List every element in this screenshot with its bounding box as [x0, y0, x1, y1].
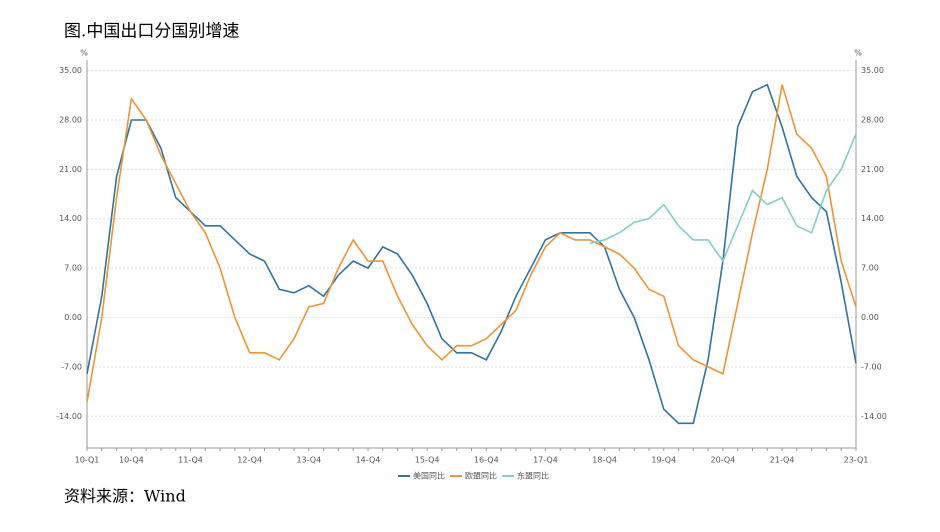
series-line	[86, 84, 857, 403]
x-tick-label: 14-Q4	[356, 456, 381, 465]
x-tick-label: 11-Q4	[178, 456, 203, 465]
x-tick-label: 19-Q4	[651, 456, 676, 465]
y-tick-label-right: 0.00	[861, 313, 879, 322]
y-tick-label: -14.00	[56, 412, 82, 421]
y-tick-label: -7.00	[61, 362, 82, 371]
y-tick-label-right: -7.00	[861, 362, 882, 371]
legend-label: 东盟同比	[517, 471, 549, 481]
y-tick-label-right: 21.00	[861, 165, 884, 174]
y-tick-label: 35.00	[59, 66, 82, 75]
x-tick-label: 10-Q1	[75, 456, 100, 465]
y-unit-right: %	[854, 49, 862, 58]
legend-label: 美国同比	[413, 471, 445, 481]
source: 资料来源：Wind	[64, 487, 186, 506]
legend-label: 欧盟同比	[465, 471, 497, 481]
y-tick-label: 28.00	[59, 115, 82, 124]
y-tick-label: 7.00	[64, 264, 82, 273]
series-line	[86, 83, 857, 425]
x-tick-label: 20-Q4	[711, 456, 736, 465]
x-tick-label: 16-Q4	[474, 456, 499, 465]
x-tick-label: 17-Q4	[533, 456, 558, 465]
x-tick-label: 18-Q4	[592, 456, 617, 465]
chart-title: 图.中国出口分国别增速	[64, 22, 239, 42]
y-tick-label-right: 7.00	[861, 264, 879, 273]
x-tick-label: 10-Q4	[119, 456, 144, 465]
x-tick-label: 23-Q1	[844, 456, 869, 465]
y-tick-label-right: 14.00	[861, 214, 884, 223]
y-tick-label: 14.00	[59, 214, 82, 223]
x-tick-label: 15-Q4	[415, 456, 440, 465]
y-tick-label-right: -14.00	[861, 412, 887, 421]
x-tick-label: 21-Q4	[770, 456, 795, 465]
y-tick-label-right: 28.00	[861, 115, 884, 124]
y-unit: %	[80, 49, 88, 58]
x-tick-label: 12-Q4	[237, 456, 262, 465]
y-tick-label: 21.00	[59, 165, 82, 174]
series-line	[589, 133, 857, 263]
y-tick-label: 0.00	[64, 313, 82, 322]
x-tick-label: 13-Q4	[296, 456, 321, 465]
y-tick-label-right: 35.00	[861, 66, 884, 75]
